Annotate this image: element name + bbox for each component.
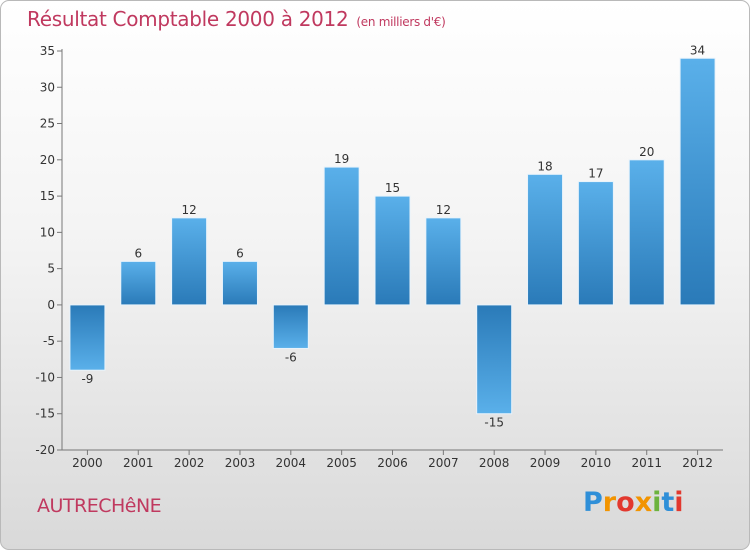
y-tick-label: 15 (40, 189, 55, 203)
x-tick-label: 2003 (225, 456, 256, 470)
bar-2009 (527, 173, 564, 306)
logo-letter: i (652, 487, 662, 518)
data-label-2010: 17 (588, 167, 603, 181)
commune-name: AUTRECHêNE (37, 495, 162, 517)
y-tick-label: 0 (47, 298, 55, 312)
data-labels: -9 6 12 6 -6 19 15 12 -15 18 17 20 34 (81, 43, 705, 429)
x-tick-label: 2004 (276, 456, 307, 470)
y-tick-label: -10 (35, 370, 55, 384)
logo-letter: x (634, 487, 653, 518)
logo-letter: r (602, 487, 617, 518)
bar-2010 (577, 181, 614, 306)
proxiti-logo: Proxiti (583, 487, 684, 518)
bar-2000 (69, 304, 106, 371)
bar-2011 (628, 159, 665, 306)
data-label-2009: 18 (537, 159, 552, 173)
data-label-2001: 6 (134, 246, 142, 260)
y-tick-label: 35 (40, 44, 55, 58)
y-tick-label: -20 (35, 443, 55, 457)
chart-title: Résultat Comptable 2000 à 2012 (en millie… (27, 7, 446, 31)
data-label-2005: 19 (334, 152, 349, 166)
x-tick-label: 2000 (72, 456, 103, 470)
data-label-2004: -6 (285, 350, 297, 364)
bar-2007 (425, 217, 462, 306)
x-tick-label: 2010 (581, 456, 612, 470)
bar-2003 (221, 260, 258, 306)
data-label-2000: -9 (81, 372, 93, 386)
data-label-2006: 15 (385, 181, 400, 195)
logo-letter: P (583, 487, 603, 518)
y-tick-label: 10 (40, 225, 55, 239)
x-tick-label: 2011 (631, 456, 662, 470)
logo-letter: t (661, 487, 675, 518)
x-tick-label: 2006 (377, 456, 408, 470)
x-tick-label: 2012 (682, 456, 713, 470)
data-label-2007: 12 (436, 203, 451, 217)
x-tick-label: 2002 (174, 456, 205, 470)
x-tick-label: 2008 (479, 456, 510, 470)
logo-letter: o (616, 487, 635, 518)
bar-2002 (171, 217, 208, 306)
y-tick-label: 30 (40, 80, 55, 94)
data-label-2003: 6 (236, 246, 244, 260)
chart-subtitle: (en milliers d'€) (356, 15, 446, 29)
bar-2001 (120, 260, 157, 306)
data-label-2008: -15 (484, 416, 504, 430)
data-label-2002: 12 (181, 203, 196, 217)
bar-2004 (272, 304, 309, 349)
bar-2005 (323, 166, 360, 306)
x-tick-label: 2007 (428, 456, 459, 470)
bar-2008 (476, 304, 513, 415)
x-tick-label: 2009 (530, 456, 561, 470)
data-label-2012: 34 (690, 43, 705, 57)
data-label-2011: 20 (639, 145, 654, 159)
y-tick-label: 25 (40, 117, 55, 131)
x-tick-label: 2001 (123, 456, 154, 470)
bar-2012 (679, 57, 716, 306)
y-tick-label: -15 (35, 407, 55, 421)
y-tick-label: 20 (40, 153, 55, 167)
axes: -20 -15 -10 -5 0 5 10 15 20 25 30 35 2000 2001 2002 200… (35, 44, 723, 470)
bar-2006 (374, 195, 411, 306)
x-tick-label: 2005 (326, 456, 357, 470)
logo-letter: i (674, 487, 684, 518)
y-tick-label: 5 (47, 262, 55, 276)
y-tick-label: -5 (43, 334, 55, 348)
bars (69, 57, 716, 415)
